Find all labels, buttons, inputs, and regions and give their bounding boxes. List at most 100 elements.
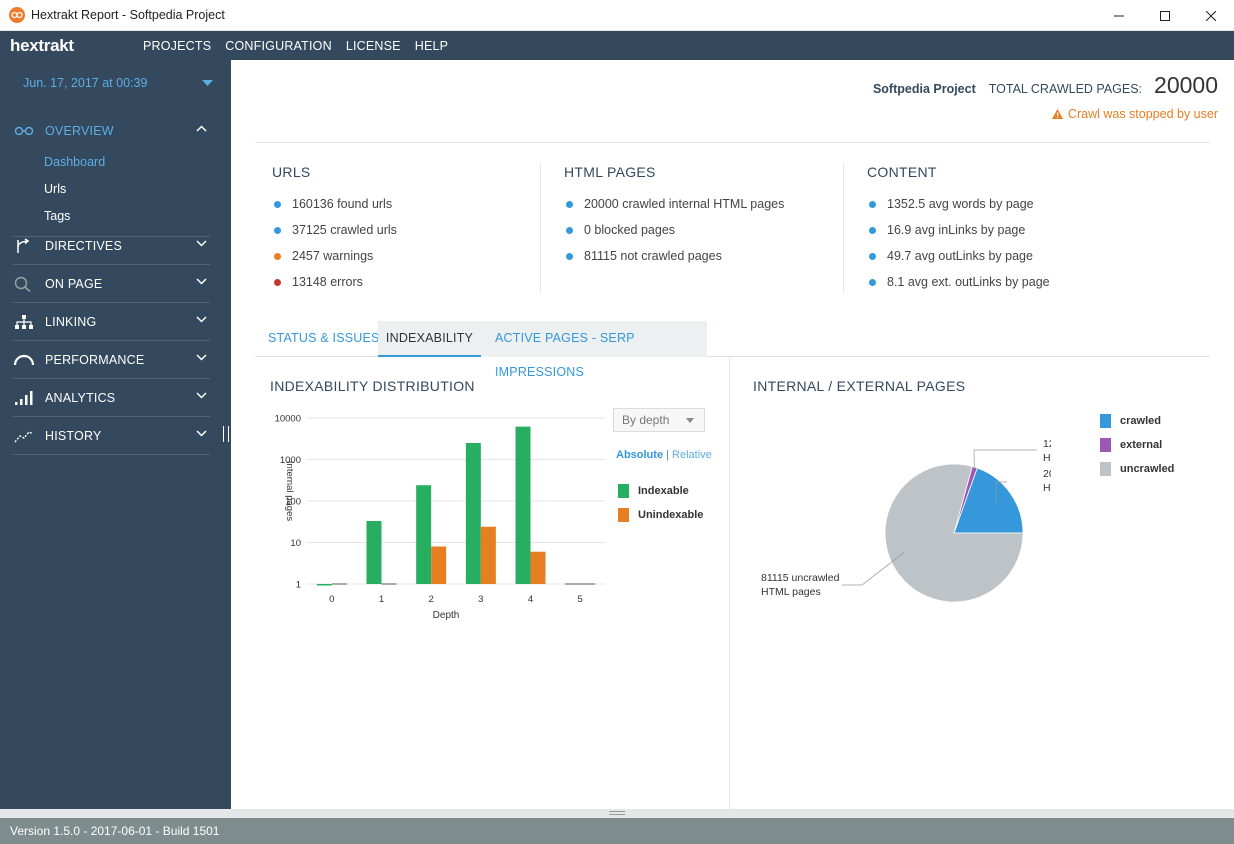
- sitemap-icon: [14, 314, 36, 330]
- project-header: Softpedia Project TOTAL CRAWLED PAGES: 2…: [873, 72, 1218, 99]
- stat-item: 49.7 avg outLinks by page: [867, 243, 1050, 269]
- bars-icon: [14, 390, 36, 406]
- window-title: Hextrakt Report - Softpedia Project: [31, 8, 225, 22]
- chevron-down-icon: [196, 316, 207, 323]
- y-tick-label: 1000: [280, 455, 301, 466]
- bar-baseline: [381, 583, 397, 585]
- project-name: Softpedia Project: [872, 82, 976, 96]
- nav-section-directives: DIRECTIVES: [13, 227, 210, 265]
- minimize-button[interactable]: [1096, 0, 1142, 31]
- top-menu: PROJECTS CONFIGURATION LICENSE HELP: [143, 39, 462, 53]
- nav-performance[interactable]: PERFORMANCE: [13, 341, 210, 378]
- menu-configuration[interactable]: CONFIGURATION: [225, 38, 332, 53]
- y-tick-label: 100: [285, 497, 301, 508]
- legend-external: external: [1100, 438, 1162, 452]
- toggle-relative[interactable]: Relative: [672, 449, 712, 461]
- bar-indexable: [416, 485, 432, 584]
- bullet-dot: [869, 278, 876, 286]
- stats-content-title: CONTENT: [867, 164, 937, 180]
- tab-bar: STATUS & ISSUES INDEXABILITY ACTIVE PAGE…: [255, 321, 1210, 379]
- stat-item: 13148 errors: [272, 269, 397, 295]
- nav-on-page[interactable]: ON PAGE: [13, 265, 210, 302]
- bar-indexable: [366, 520, 382, 584]
- toggle-absolute[interactable]: Absolute: [616, 449, 664, 461]
- pie-label-external: 1235 external: [1043, 438, 1051, 450]
- nav-linking[interactable]: LINKING: [13, 303, 210, 340]
- y-tick-label: 10: [290, 538, 301, 549]
- tab-status-issues[interactable]: STATUS & ISSUES: [268, 331, 380, 345]
- tab-active-pages[interactable]: ACTIVE PAGES - SERP IMPRESSIONS: [481, 321, 707, 379]
- chevron-up-icon: [196, 125, 207, 132]
- menu-projects[interactable]: PROJECTS: [143, 38, 212, 53]
- sidebar: Jun. 17, 2017 at 00:39 OVERVIEW Dashboar…: [0, 60, 231, 809]
- stat-item: 2457 warnings: [272, 243, 397, 269]
- nav-section-linking: LINKING: [13, 303, 210, 341]
- bullet-dot: [566, 252, 573, 260]
- tab-indexability[interactable]: INDEXABILITY: [378, 321, 481, 357]
- stat-item: 8.1 avg ext. outLinks by page: [867, 269, 1050, 295]
- bullet-dot: [869, 252, 876, 260]
- scale-toggle: Absolute | Relative: [616, 449, 712, 461]
- title-bar: Hextrakt Report - Softpedia Project: [0, 0, 1234, 31]
- bar-unindexable: [530, 551, 546, 584]
- nav-section-overview: OVERVIEW Dashboard Urls Tags: [13, 112, 210, 237]
- sidebar-item-tags[interactable]: Tags: [44, 209, 71, 223]
- legend-unindexable: Unindexable: [618, 508, 703, 522]
- gauge-icon: [14, 352, 36, 368]
- bar-indexable: [515, 426, 531, 584]
- pie-label-uncrawled: 81115 uncrawled: [761, 572, 840, 584]
- bar-indexable: [316, 584, 332, 586]
- stat-item: 0 blocked pages: [564, 217, 784, 243]
- sidebar-resize-handle[interactable]: [223, 426, 229, 442]
- bullet-dot: [566, 226, 573, 234]
- bullet-dot: [274, 252, 281, 260]
- x-tick-label: 0: [329, 594, 334, 605]
- total-crawled-label: TOTAL CRAWLED PAGES:: [988, 82, 1143, 96]
- column-divider: [540, 164, 541, 292]
- x-tick-label: 2: [429, 594, 434, 605]
- y-tick-label: 10000: [275, 414, 301, 425]
- group-by-dropdown[interactable]: By depth: [613, 408, 705, 432]
- status-bar: Version 1.5.0 - 2017-06-01 - Build 1501: [0, 809, 1234, 844]
- date-selector[interactable]: Jun. 17, 2017 at 00:39: [23, 76, 213, 90]
- label-line: [842, 552, 905, 586]
- crawl-date: Jun. 17, 2017 at 00:39: [23, 76, 148, 90]
- sidebar-item-urls[interactable]: Urls: [44, 182, 67, 196]
- bullet-dot: [274, 226, 281, 234]
- bullet-dot: [274, 278, 281, 286]
- x-tick-label: 5: [578, 594, 583, 605]
- grip-icon: [609, 811, 625, 815]
- bottom-resize-handle[interactable]: [0, 809, 1234, 818]
- bullet-dot: [869, 200, 876, 208]
- nav-section-analytics: ANALYTICS: [13, 379, 210, 417]
- nav-label: ANALYTICS: [45, 390, 116, 405]
- nav-label: HISTORY: [45, 428, 102, 443]
- bar-baseline: [580, 583, 596, 585]
- stats-urls: URLS 160136 found urls 37125 crawled url…: [272, 164, 397, 292]
- nav-overview[interactable]: OVERVIEW: [13, 112, 210, 149]
- label-line: [995, 481, 1007, 504]
- nav-label: LINKING: [45, 314, 97, 329]
- version-info: Version 1.5.0 - 2017-06-01 - Build 1501: [0, 818, 1234, 844]
- nav-history[interactable]: HISTORY: [13, 417, 210, 454]
- bar-baseline: [331, 583, 347, 585]
- stats-content: CONTENT 1352.5 avg words by page 16.9 av…: [867, 164, 1050, 292]
- stats-html-title: HTML PAGES: [564, 164, 656, 180]
- sidebar-item-dashboard[interactable]: Dashboard: [44, 155, 106, 169]
- chevron-down-icon: [196, 430, 207, 437]
- close-button[interactable]: [1188, 0, 1234, 31]
- nav-directives[interactable]: DIRECTIVES: [13, 227, 210, 264]
- menu-help[interactable]: HELP: [414, 38, 449, 53]
- pie-label-uncrawled: HTML pages: [761, 586, 821, 598]
- stat-item: 20000 crawled internal HTML pages: [564, 191, 784, 217]
- menu-license[interactable]: LICENSE: [345, 38, 401, 53]
- legend-swatch: [1100, 462, 1111, 476]
- maximize-button[interactable]: [1142, 0, 1188, 31]
- bullet-dot: [274, 200, 281, 208]
- nav-section-on-page: ON PAGE: [13, 265, 210, 303]
- nav-label: ON PAGE: [45, 276, 103, 291]
- legend-uncrawled: uncrawled: [1100, 462, 1174, 476]
- label-line: [973, 449, 1037, 469]
- nav-analytics[interactable]: ANALYTICS: [13, 379, 210, 416]
- chevron-down-icon: [196, 392, 207, 399]
